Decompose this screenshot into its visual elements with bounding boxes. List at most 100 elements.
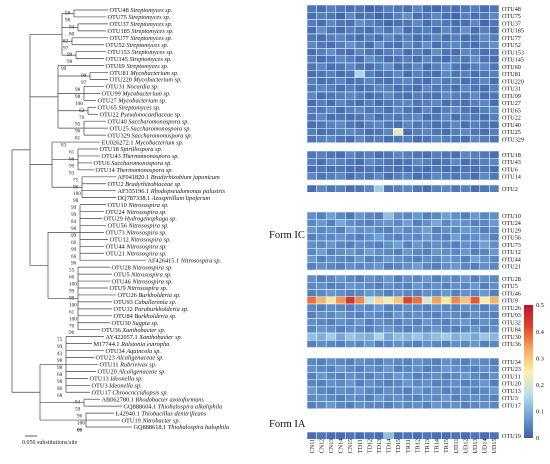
heatmap-cell xyxy=(335,240,346,249)
heatmap-cell xyxy=(383,282,394,290)
heatmap-cell xyxy=(489,62,500,71)
heatmap-cell xyxy=(402,340,413,348)
heatmap-cell xyxy=(383,274,394,283)
heatmap-cell xyxy=(383,431,394,440)
heatmap-cell xyxy=(335,255,346,263)
heatmap-cell xyxy=(450,219,461,227)
heatmap-cell xyxy=(354,77,365,85)
heatmap-cell xyxy=(354,135,365,143)
heatmap-cell xyxy=(316,135,327,143)
heatmap-cell xyxy=(402,394,413,402)
heatmap-cell xyxy=(335,318,346,326)
heatmap-cell xyxy=(373,325,385,334)
heatmap-cell xyxy=(383,165,394,173)
heatmap-cell xyxy=(383,4,394,13)
heatmap-cell xyxy=(412,226,423,234)
heatmap-cell xyxy=(325,365,337,373)
heatmap-cell xyxy=(383,262,394,271)
heatmap-cell xyxy=(431,311,442,319)
heatmap-cell xyxy=(441,33,452,42)
heatmap-cell xyxy=(402,41,413,49)
bootstrap-value: 66 xyxy=(69,156,75,162)
heatmap-cell xyxy=(383,365,394,373)
heatmap-cell xyxy=(345,211,356,220)
heatmap-cell xyxy=(479,62,490,71)
bootstrap-value: 75 xyxy=(73,177,79,183)
heatmap-cell xyxy=(364,12,375,20)
heatmap-cell xyxy=(431,55,442,64)
heatmap-cell xyxy=(373,274,385,283)
heatmap-cell xyxy=(421,401,433,409)
heatmap-cell xyxy=(402,248,413,256)
heatmap-cell xyxy=(469,19,481,27)
heatmap-cell xyxy=(325,311,337,319)
heatmap-cell xyxy=(306,62,317,71)
heatmap-cell xyxy=(489,70,500,78)
heatmap-cell xyxy=(441,325,452,334)
heatmap-cell xyxy=(460,33,471,42)
heatmap-cell xyxy=(345,431,356,440)
heatmap-cell xyxy=(335,91,346,100)
tree-leaf-label: OTU40 Saccharomonospora sp. xyxy=(108,118,189,125)
heatmap-cell xyxy=(393,41,404,49)
heatmap-cell xyxy=(479,91,490,100)
heatmap-cell xyxy=(393,386,404,395)
heatmap-cell xyxy=(469,128,481,136)
heatmap-cell xyxy=(364,77,375,85)
heatmap-cell xyxy=(364,262,375,271)
bootstrap-value: 84 xyxy=(71,219,77,225)
heatmap-cell xyxy=(364,274,375,283)
heatmap-row-label: OTU37 xyxy=(502,20,521,27)
heatmap-cell xyxy=(393,379,404,388)
heatmap-cell xyxy=(345,91,356,100)
heatmap-cell xyxy=(450,158,461,166)
heatmap-cell xyxy=(345,296,356,305)
heatmap-cell xyxy=(325,386,337,395)
heatmap-cell xyxy=(431,158,442,166)
heatmap-cell xyxy=(335,4,346,13)
heatmap-cell xyxy=(479,165,490,173)
heatmap-cell xyxy=(345,62,356,71)
heatmap-cell xyxy=(450,70,461,78)
heatmap-cell xyxy=(412,303,423,312)
heatmap-cell xyxy=(479,431,490,440)
tree-leaf-label: OTU65 Streptomyces sp. xyxy=(98,105,161,112)
tree-leaf-label: OTU25 Saccharomonospora sp. xyxy=(110,125,191,132)
heatmap-cell xyxy=(316,379,327,388)
heatmap-cell xyxy=(345,303,356,312)
heatmap-cell xyxy=(306,332,317,341)
heatmap-cell xyxy=(306,77,317,85)
heatmap-row-label: OTU24 xyxy=(502,220,521,227)
heatmap-cell xyxy=(450,282,461,290)
heatmap-cell xyxy=(393,55,404,64)
heatmap-cell xyxy=(450,26,461,35)
heatmap-cell xyxy=(316,303,327,312)
heatmap-cell xyxy=(373,340,385,348)
heatmap-cell xyxy=(469,240,481,249)
heatmap-cell xyxy=(421,372,433,380)
heatmap-cell xyxy=(325,431,337,440)
bootstrap-value: 96 xyxy=(75,129,81,135)
heatmap-cell xyxy=(479,99,490,107)
heatmap-cell xyxy=(335,150,346,159)
heatmap-cell xyxy=(354,226,365,234)
heatmap-cell xyxy=(393,340,404,348)
heatmap-cell xyxy=(412,233,423,242)
phylogenetic-tree: OTU48 Streptomyces sp.OTU75 Streptomyces… xyxy=(11,7,229,434)
heatmap-cell xyxy=(364,70,375,78)
heatmap-cell xyxy=(373,62,385,71)
heatmap-row-label: OTU32 xyxy=(502,319,521,326)
heatmap-cell xyxy=(479,289,490,297)
heatmap-cell xyxy=(316,128,327,136)
heatmap-cell xyxy=(393,12,404,20)
heatmap-cell xyxy=(450,255,461,263)
heatmap-cell xyxy=(479,296,490,305)
heatmap-cell xyxy=(335,357,346,366)
heatmap-cell xyxy=(431,99,442,107)
heatmap-cell xyxy=(431,394,442,402)
heatmap-cell xyxy=(364,431,375,440)
bootstrap-value: 84 xyxy=(75,400,81,406)
heatmap-cell xyxy=(450,4,461,13)
heatmap-cell xyxy=(306,26,317,35)
heatmap-cell xyxy=(412,70,423,78)
